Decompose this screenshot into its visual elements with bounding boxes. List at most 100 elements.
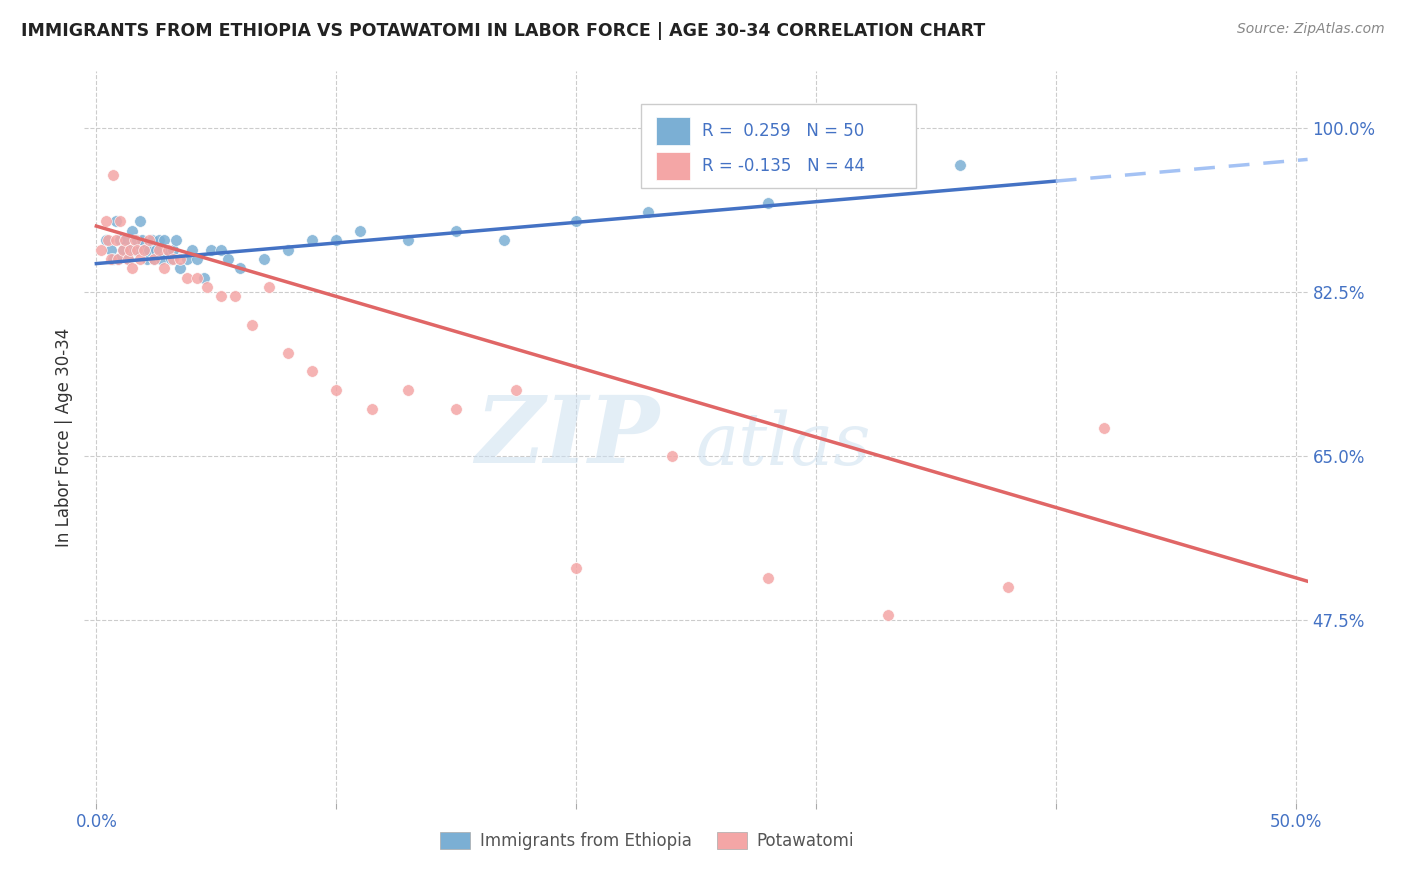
Point <box>277 345 299 359</box>
Point <box>277 243 299 257</box>
Point <box>121 261 143 276</box>
Point <box>195 280 218 294</box>
Point <box>138 233 160 247</box>
Point <box>169 252 191 266</box>
Point <box>110 214 132 228</box>
Y-axis label: In Labor Force | Age 30-34: In Labor Force | Age 30-34 <box>55 327 73 547</box>
Text: R =  0.259   N = 50: R = 0.259 N = 50 <box>702 121 865 140</box>
Point <box>325 383 347 397</box>
Point <box>229 261 252 276</box>
Point <box>876 608 898 623</box>
Point <box>104 233 127 247</box>
Point <box>240 318 263 332</box>
Point <box>176 270 198 285</box>
Point <box>152 261 174 276</box>
Point <box>949 158 972 172</box>
Point <box>90 243 112 257</box>
Point <box>162 252 184 266</box>
Point <box>157 243 180 257</box>
Point <box>301 364 323 378</box>
Point <box>396 383 419 397</box>
Point <box>349 224 371 238</box>
Point <box>104 214 127 228</box>
Point <box>157 243 180 257</box>
Point <box>124 233 146 247</box>
Point <box>444 401 467 416</box>
Point <box>101 252 124 266</box>
Point <box>661 449 683 463</box>
Point <box>162 243 184 257</box>
Point <box>94 233 117 247</box>
Point <box>124 243 146 257</box>
Text: Source: ZipAtlas.com: Source: ZipAtlas.com <box>1237 22 1385 37</box>
Point <box>565 214 588 228</box>
Point <box>118 243 141 257</box>
Point <box>186 270 208 285</box>
Point <box>325 233 347 247</box>
Point <box>141 233 163 247</box>
Point <box>97 233 120 247</box>
Point <box>217 252 239 266</box>
Point <box>148 243 170 257</box>
FancyBboxPatch shape <box>655 153 690 180</box>
Point <box>100 252 122 266</box>
Point <box>118 243 141 257</box>
Point <box>637 205 659 219</box>
Point <box>111 243 134 257</box>
Point <box>100 243 122 257</box>
Point <box>165 233 187 247</box>
Point <box>121 224 143 238</box>
Point <box>756 195 779 210</box>
Point <box>565 561 588 575</box>
Point <box>253 252 276 266</box>
Point <box>181 243 204 257</box>
Point <box>1092 420 1115 434</box>
Point <box>756 571 779 585</box>
Point <box>110 233 132 247</box>
Text: atlas: atlas <box>696 409 872 480</box>
Point <box>142 252 165 266</box>
Point <box>396 233 419 247</box>
Point <box>138 243 160 257</box>
Point <box>127 233 149 247</box>
Point <box>301 233 323 247</box>
FancyBboxPatch shape <box>655 117 690 145</box>
Point <box>193 270 215 285</box>
FancyBboxPatch shape <box>641 104 917 188</box>
Point <box>135 252 157 266</box>
Point <box>152 233 174 247</box>
Text: R = -0.135   N = 44: R = -0.135 N = 44 <box>702 157 865 175</box>
Point <box>131 233 153 247</box>
Point <box>444 224 467 238</box>
Point <box>94 214 117 228</box>
Point <box>111 243 134 257</box>
Point <box>134 243 156 257</box>
Point <box>159 252 181 266</box>
Point <box>127 243 149 257</box>
Point <box>169 261 191 276</box>
Point <box>107 252 129 266</box>
Point <box>107 252 129 266</box>
Point <box>361 401 384 416</box>
Point <box>186 252 208 266</box>
Point <box>128 252 150 266</box>
Point <box>114 233 136 247</box>
Point <box>200 243 222 257</box>
Text: IMMIGRANTS FROM ETHIOPIA VS POTAWATOMI IN LABOR FORCE | AGE 30-34 CORRELATION CH: IMMIGRANTS FROM ETHIOPIA VS POTAWATOMI I… <box>21 22 986 40</box>
Point <box>117 252 139 266</box>
Point <box>114 233 136 247</box>
Point <box>145 243 167 257</box>
Point <box>176 252 198 266</box>
Point <box>997 580 1019 594</box>
Point <box>494 233 516 247</box>
Point <box>257 280 280 294</box>
Point <box>505 383 527 397</box>
Point <box>150 252 173 266</box>
Point <box>148 233 170 247</box>
Text: ZIP: ZIP <box>475 392 659 482</box>
Point <box>209 289 232 303</box>
Point <box>128 214 150 228</box>
Point <box>209 243 232 257</box>
Point <box>101 168 124 182</box>
Point <box>224 289 246 303</box>
